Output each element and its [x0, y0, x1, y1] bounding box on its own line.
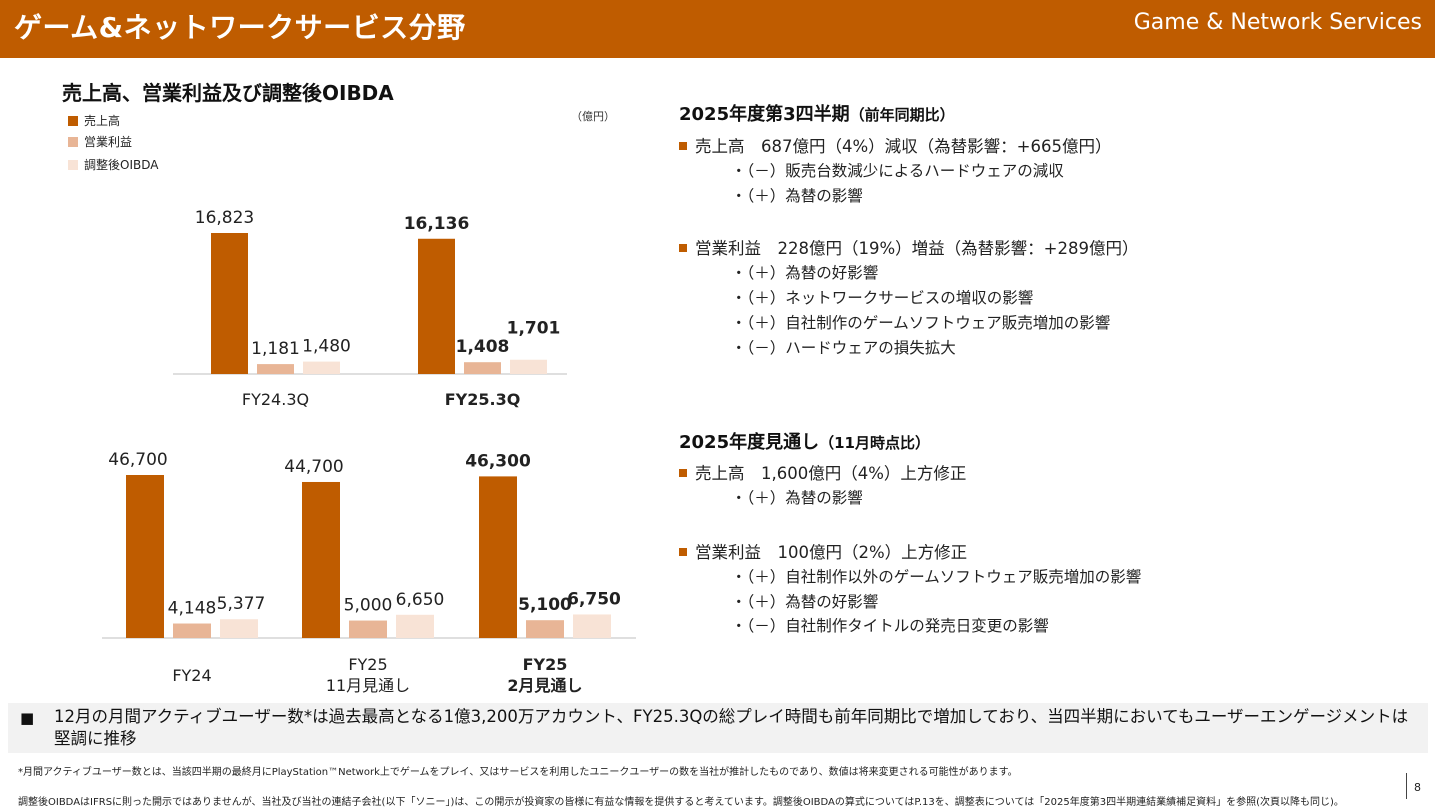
q3-op-item: ・（＋）ネットワークサービスの増収の影響 — [731, 289, 1034, 307]
bar-oibda — [573, 614, 611, 638]
footnote-oibda: 調整後OIBDAはIFRSに則った開示ではありませんが、当社及び当社の連結子会社… — [18, 797, 1344, 808]
bullet-icon — [679, 548, 687, 556]
data-label-operating-income: 1,408 — [456, 337, 510, 357]
bar-sales — [418, 238, 455, 374]
data-label-oibda: 6,750 — [567, 589, 621, 609]
legend-swatch-sales — [68, 115, 78, 126]
data-label-oibda: 1,701 — [507, 319, 561, 339]
legend-label-operating-income: 営業利益 — [84, 135, 133, 149]
outlook-title-sub: （11月時点比） — [819, 434, 930, 452]
data-label-oibda: 1,480 — [302, 337, 351, 357]
data-label-sales: 44,700 — [284, 457, 343, 477]
data-label-oibda: 6,650 — [396, 590, 445, 610]
data-label-operating-income: 5,100 — [518, 595, 572, 615]
q3-sales-item: ・（－）販売台数減少によるハードウェアの減収 — [731, 162, 1064, 180]
chart-title: 売上高、営業利益及び調整後OIBDA — [62, 81, 394, 105]
q3-op-text: 営業利益 228億円（19%）増益（為替影響：+289億円） — [695, 239, 1139, 258]
bar-operating-income — [173, 623, 211, 638]
bar-oibda — [303, 361, 340, 374]
q3-op-item: ・（＋）為替の好影響 — [731, 264, 879, 282]
outlook-op-line: 営業利益 100億円（2%）上方修正 — [679, 539, 967, 563]
page-number-divider — [1406, 773, 1407, 799]
outlook-op-item: ・（＋）為替の好影響 — [731, 593, 879, 611]
data-label-sales: 46,300 — [465, 451, 531, 471]
bar-oibda — [220, 619, 258, 638]
category-label: 11月見通し — [326, 676, 410, 695]
q3-section-title: 2025年度第3四半期（前年同期比） — [679, 100, 955, 126]
data-label-operating-income: 5,000 — [344, 596, 393, 616]
bullet-icon — [679, 142, 687, 150]
q3-title-text: 2025年度第3四半期 — [679, 104, 850, 125]
legend-swatch-operating-income — [68, 136, 78, 147]
outlook-sales-item: ・（＋）為替の影響 — [731, 489, 863, 507]
q3-sales-text: 売上高 687億円（4%）減収（為替影響：+665億円） — [695, 137, 1112, 156]
page-title: ゲーム&ネットワークサービス分野 — [14, 11, 466, 44]
footnote-mau: *月間アクティブユーザー数とは、当該四半期の最終月にPlayStation™Ne… — [18, 767, 1018, 778]
outlook-title-text: 2025年度見通し — [679, 432, 820, 453]
legend-label-sales: 売上高 — [84, 114, 121, 128]
q3-op-item: ・（－）ハードウェアの損失拡大 — [731, 339, 956, 357]
bar-oibda — [510, 359, 547, 374]
bar-operating-income — [257, 364, 294, 374]
legend-swatch-oibda — [68, 159, 78, 170]
bar-sales — [302, 481, 340, 638]
data-label-operating-income: 4,148 — [168, 599, 217, 619]
banner-bullet-icon: ■ — [20, 709, 35, 727]
data-label-sales: 16,136 — [404, 214, 470, 234]
legend-label-oibda: 調整後OIBDA — [84, 158, 159, 172]
bar-operating-income — [464, 362, 501, 374]
bar-oibda — [396, 614, 434, 638]
highlight-banner: ■ 12月の月間アクティブユーザー数*は過去最高となる1億3,200万アカウント… — [8, 703, 1428, 753]
q3-title-sub: （前年同期比） — [849, 106, 955, 124]
outlook-sales-line: 売上高 1,600億円（4%）上方修正 — [679, 460, 966, 484]
q3-op-item: ・（＋）自社制作のゲームソフトウェア販売増加の影響 — [731, 314, 1111, 332]
outlook-op-item: ・（＋）自社制作以外のゲームソフトウェア販売増加の影響 — [731, 568, 1142, 586]
bar-sales — [211, 233, 248, 374]
page-title-english: Game & Network Services — [1133, 10, 1422, 35]
chart-unit: （億円） — [571, 110, 615, 123]
category-label: FY25 — [523, 655, 568, 674]
outlook-section-title: 2025年度見通し（11月時点比） — [679, 428, 930, 454]
q3-sales-item: ・（＋）為替の影響 — [731, 187, 863, 205]
page-number: 8 — [1414, 781, 1421, 794]
data-label-operating-income: 1,181 — [251, 339, 300, 359]
category-label: 2月見通し — [507, 676, 582, 695]
outlook-sales-text: 売上高 1,600億円（4%）上方修正 — [695, 464, 967, 483]
data-label-sales: 46,700 — [108, 450, 167, 470]
legend-item-operating-income: 営業利益 — [68, 133, 132, 150]
legend-item-oibda: 調整後OIBDA — [68, 156, 158, 173]
category-label: FY24.3Q — [242, 390, 309, 409]
legend-item-sales: 売上高 — [68, 112, 120, 129]
category-label: FY24 — [172, 666, 211, 685]
annual-bar-chart: 46,700 4,148 5,377 FY24 44,700 5,000 6,650 FY25… — [102, 450, 636, 695]
category-label: FY25.3Q — [445, 390, 521, 409]
data-label-sales: 16,823 — [195, 208, 254, 228]
bar-sales — [126, 475, 164, 638]
bullet-icon — [679, 469, 687, 477]
bar-operating-income — [349, 620, 387, 638]
bar-operating-income — [526, 620, 564, 638]
q3-op-line: 営業利益 228億円（19%）増益（為替影響：+289億円） — [679, 235, 1139, 259]
outlook-op-item: ・（－）自社制作タイトルの発売日変更の影響 — [731, 617, 1049, 635]
category-label: FY25 — [348, 655, 387, 674]
outlook-op-text: 営業利益 100億円（2%）上方修正 — [695, 543, 968, 562]
banner-text: 12月の月間アクティブユーザー数*は過去最高となる1億3,200万アカウント、F… — [54, 707, 1409, 748]
data-label-oibda: 5,377 — [217, 594, 266, 614]
q3-sales-line: 売上高 687億円（4%）減収（為替影響：+665億円） — [679, 133, 1112, 157]
bullet-icon — [679, 244, 687, 252]
header-bar: ゲーム&ネットワークサービス分野 Game & Network Services — [0, 0, 1435, 58]
bar-sales — [479, 476, 517, 638]
